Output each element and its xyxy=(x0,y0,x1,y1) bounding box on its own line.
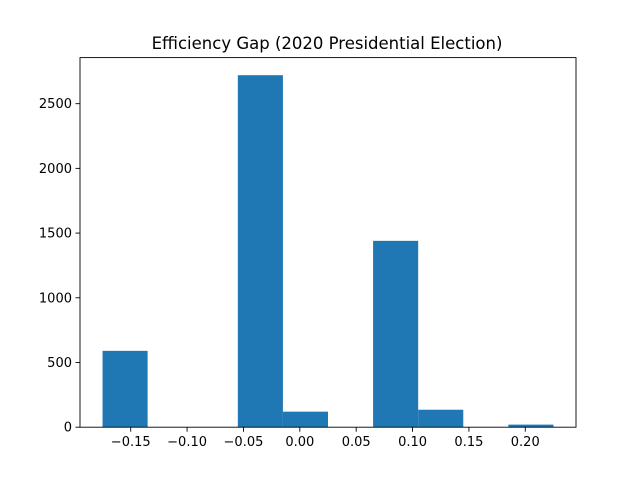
histogram-bar xyxy=(418,409,464,428)
y-tick-label: 1500 xyxy=(39,227,72,242)
histogram-bar xyxy=(237,75,283,428)
plot-frame xyxy=(79,57,577,428)
histogram-bar xyxy=(102,350,148,428)
histogram-bar xyxy=(373,240,419,428)
x-axis: −0.15 −0.10 −0.05 0.00 0.05 0.10 0.15 0.20 xyxy=(111,427,540,450)
histogram-bar xyxy=(282,411,328,428)
x-tick-label: 0.20 xyxy=(511,435,540,450)
x-tick-label: 0.15 xyxy=(454,435,483,450)
x-tick-label: −0.10 xyxy=(167,435,207,450)
y-tick-label: 2500 xyxy=(39,97,72,112)
chart-title: Efficiency Gap (2020 Presidential Electi… xyxy=(152,34,503,53)
x-tick-label: 0.05 xyxy=(342,435,371,450)
y-axis: 0 500 1000 1500 2000 2500 xyxy=(39,97,80,436)
y-tick-label: 500 xyxy=(47,356,72,371)
x-tick-label: 0.10 xyxy=(398,435,427,450)
x-tick-label: 0.00 xyxy=(285,435,314,450)
x-tick-label: −0.05 xyxy=(224,435,264,450)
histogram-bar xyxy=(508,424,554,428)
bars-group xyxy=(102,75,554,428)
y-tick-label: 0 xyxy=(64,421,72,436)
y-tick-label: 1000 xyxy=(39,291,72,306)
x-tick-label: −0.15 xyxy=(111,435,151,450)
y-tick-label: 2000 xyxy=(39,162,72,177)
